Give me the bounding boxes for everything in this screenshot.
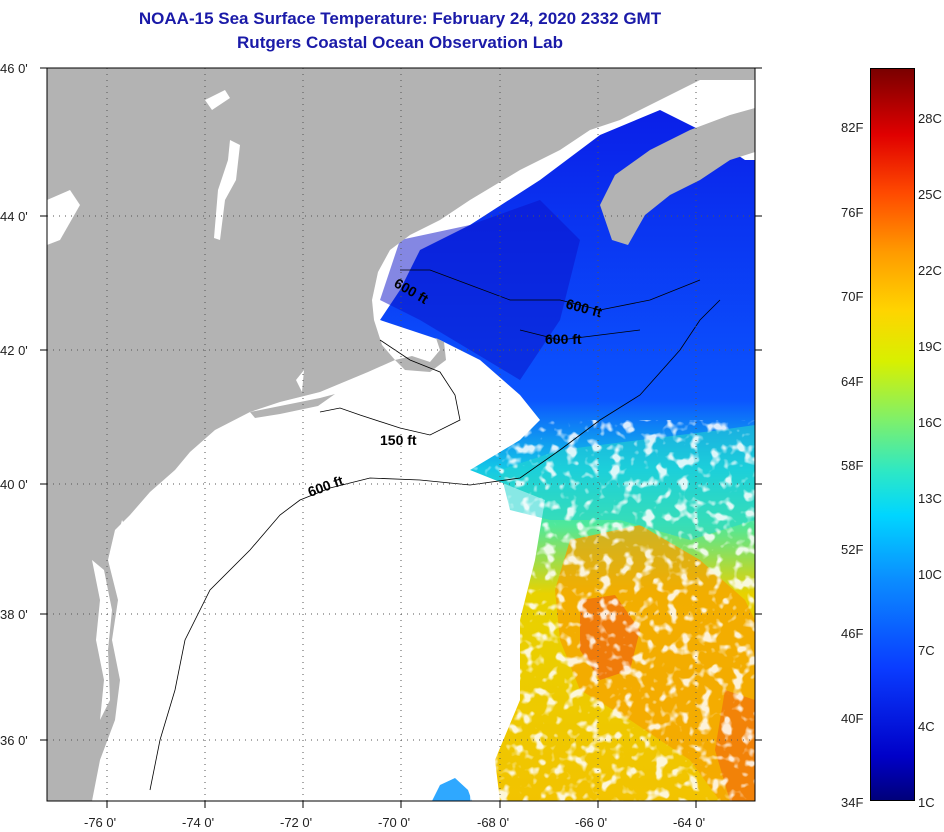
colorbar-c-label: 16C xyxy=(918,415,942,430)
lon-label: -72 0' xyxy=(280,815,313,830)
colorbar-f-label: 70F xyxy=(841,289,864,304)
lat-label: 40 0' xyxy=(0,477,28,492)
sst-patch-south xyxy=(432,778,472,801)
lat-label: 46 0' xyxy=(0,61,28,76)
colorbar-c-label: 1C xyxy=(918,795,935,810)
colorbar-f-label: 76F xyxy=(841,205,864,220)
lon-label: -66 0' xyxy=(575,815,608,830)
lake xyxy=(47,190,80,245)
lake xyxy=(214,140,240,240)
land-nova-scotia xyxy=(600,108,755,245)
lat-label: 44 0' xyxy=(0,209,28,224)
delaware-bay xyxy=(118,520,132,552)
lat-label: 38 0' xyxy=(0,607,28,622)
map-subtitle: Rutgers Coastal Ocean Observation Lab xyxy=(237,33,563,52)
land-us-mainland xyxy=(47,68,755,801)
lon-label: -68 0' xyxy=(477,815,510,830)
colorbar-c-label: 28C xyxy=(918,111,942,126)
temperature-colorbar xyxy=(870,68,915,801)
colorbar-f-label: 82F xyxy=(841,120,864,135)
colorbar-c-label: 13C xyxy=(918,491,942,506)
lon-label: -76 0' xyxy=(84,815,117,830)
lon-label: -70 0' xyxy=(378,815,411,830)
colorbar-f-label: 34F xyxy=(841,795,864,810)
lat-label: 36 0' xyxy=(0,733,28,748)
colorbar-f-label: 40F xyxy=(841,711,864,726)
colorbar-f-label: 58F xyxy=(841,458,864,473)
colorbar-f-label: 46F xyxy=(841,626,864,641)
deep-blue-region xyxy=(380,200,580,380)
land-long-island xyxy=(250,394,335,418)
colorbar-c-label: 4C xyxy=(918,719,935,734)
contour-label: 150 ft xyxy=(380,432,417,448)
axis-ticks xyxy=(40,67,762,808)
colorbar-c-label: 19C xyxy=(918,339,942,354)
land-cape-cod xyxy=(395,338,446,372)
colorbar-c-label: 25C xyxy=(918,187,942,202)
map-title: NOAA-15 Sea Surface Temperature: Februar… xyxy=(138,9,662,28)
cloud-speckle xyxy=(470,420,755,801)
colorbar-c-label: 10C xyxy=(918,567,942,582)
colorbar-f-label: 64F xyxy=(841,374,864,389)
colorbar-c-label: 22C xyxy=(918,263,942,278)
bathymetry-contours xyxy=(149,269,721,791)
lake xyxy=(205,90,230,110)
lon-label: -74 0' xyxy=(182,815,215,830)
graticule xyxy=(47,68,755,801)
contour-label: 600 ft xyxy=(545,331,582,347)
colorbar-c-label: 7C xyxy=(918,643,935,658)
colorbar-f-label: 52F xyxy=(841,542,864,557)
lon-label: -64 0' xyxy=(673,815,706,830)
lake xyxy=(296,370,304,392)
lat-label: 42 0' xyxy=(0,343,28,358)
